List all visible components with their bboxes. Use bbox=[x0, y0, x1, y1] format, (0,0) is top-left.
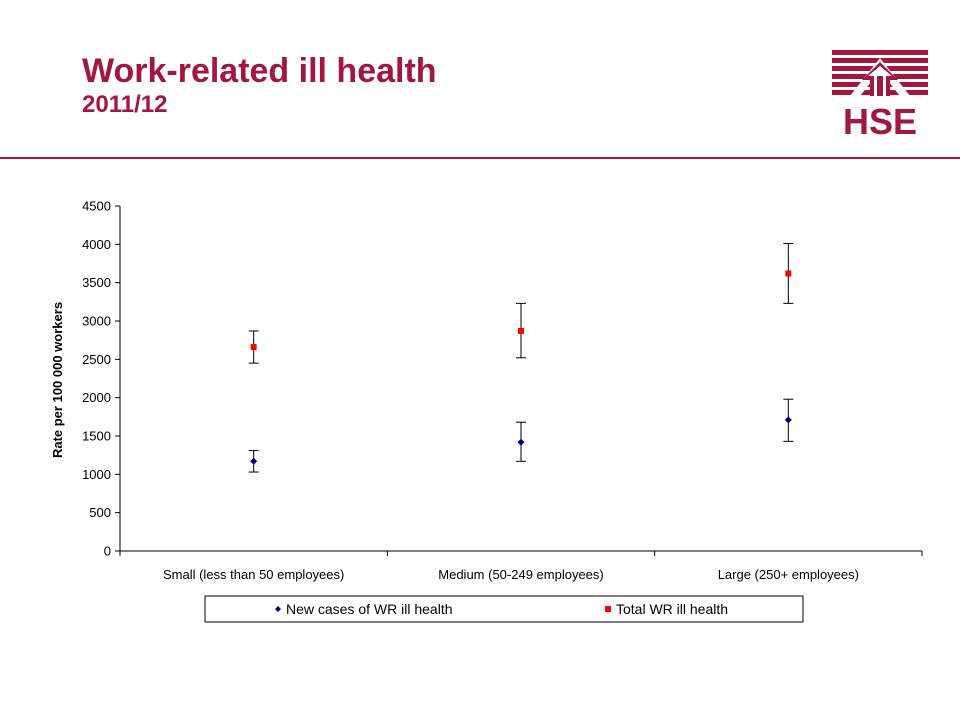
chart-marks bbox=[248, 243, 794, 473]
y-axis-label: Rate per 100 000 workers bbox=[50, 302, 65, 458]
legend-label: New cases of WR ill health bbox=[286, 601, 453, 617]
data-point-new-cases bbox=[784, 416, 792, 424]
hse-logo: HSE bbox=[830, 46, 930, 142]
data-point-total bbox=[518, 327, 524, 334]
legend-marker-square-icon bbox=[605, 606, 611, 612]
y-tick-label: 2000 bbox=[82, 390, 111, 405]
y-tick-label: 0 bbox=[104, 544, 111, 559]
data-point-new-cases bbox=[517, 438, 525, 446]
x-category-label: Small (less than 50 employees) bbox=[163, 567, 344, 582]
x-axis-categories: Small (less than 50 employees) Medium (50… bbox=[119, 551, 923, 582]
y-axis-ticks: 0 500 1000 1500 2000 2500 3000 3500 4000 4500 bbox=[82, 199, 120, 559]
y-tick-label: 4500 bbox=[82, 199, 111, 214]
chart-legend: New cases of WR ill health Total WR ill h… bbox=[204, 595, 804, 623]
logo-text: HSE bbox=[843, 101, 917, 138]
page-title: Work-related ill health bbox=[82, 52, 437, 90]
x-category-label: Large (250+ employees) bbox=[718, 567, 859, 582]
data-point-total bbox=[785, 270, 792, 277]
y-tick-label: 3000 bbox=[82, 314, 111, 329]
y-tick-label: 2500 bbox=[82, 352, 111, 367]
header-divider bbox=[0, 157, 960, 159]
data-point-new-cases bbox=[250, 457, 258, 465]
legend-marker-diamond-icon bbox=[275, 606, 281, 612]
data-point-total bbox=[250, 344, 257, 351]
chart-axes bbox=[119, 206, 922, 552]
legend-box bbox=[204, 595, 804, 623]
y-tick-label: 1000 bbox=[82, 467, 111, 482]
y-tick-label: 4000 bbox=[82, 237, 111, 252]
legend-label: Total WR ill health bbox=[616, 601, 728, 617]
hse-house-arrow-logo-icon: HSE bbox=[832, 50, 928, 142]
y-tick-label: 1500 bbox=[82, 429, 111, 444]
y-tick-label: 500 bbox=[89, 505, 111, 520]
y-tick-label: 3500 bbox=[82, 275, 111, 290]
page-subtitle: 2011/12 bbox=[82, 91, 168, 118]
title-block: Work-related ill health 2011/12 bbox=[82, 52, 437, 120]
x-category-label: Medium (50-249 employees) bbox=[438, 567, 603, 582]
